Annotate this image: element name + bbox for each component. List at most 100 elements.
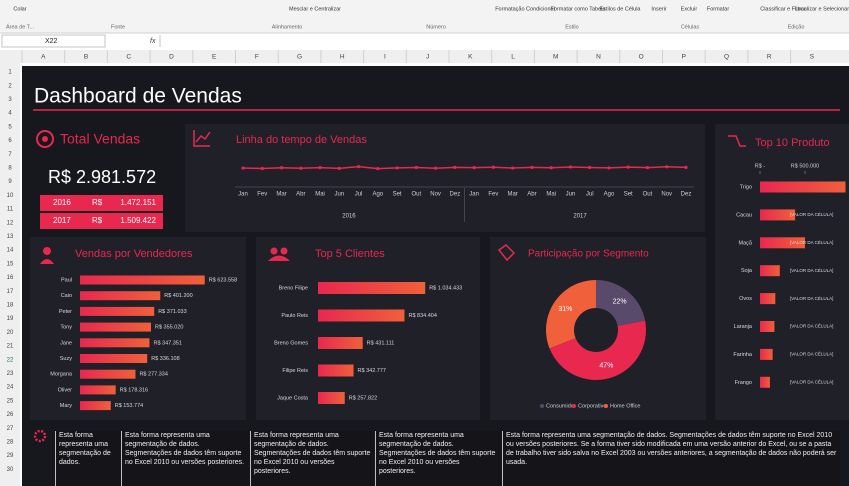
ribbon-command[interactable]: Estilos de Célula: [600, 6, 642, 12]
year-group-label: 2017: [573, 214, 587, 220]
timeline-point: [491, 165, 495, 169]
slicer-note: Esta forma representa uma segmentação de…: [250, 431, 374, 486]
name-box[interactable]: [1, 34, 106, 48]
x-tick-label: Jan: [238, 192, 248, 198]
value-label: R$ 277.334: [139, 372, 167, 378]
data-label: [VALOR DA CÉLULA]: [790, 378, 833, 384]
group-icon: [270, 247, 278, 255]
column-header: G: [297, 54, 302, 61]
donut-slice: [596, 280, 646, 326]
bar: [760, 265, 780, 277]
ribbon: [0, 0, 849, 33]
column-header: M: [553, 54, 558, 61]
ribbon-command[interactable]: Localizar e Selecionar: [795, 6, 849, 12]
row-header: 9: [8, 179, 12, 185]
timeline-point: [568, 165, 573, 169]
value-label: R$ 834.404: [408, 313, 436, 319]
bar: [760, 209, 796, 221]
total-value: R$ 2.981.572: [48, 167, 156, 187]
category-label: Breno Gomes: [274, 340, 308, 346]
ribbon-command[interactable]: Excluir: [681, 6, 698, 12]
bar: [318, 392, 345, 404]
bar: [80, 369, 136, 379]
x-tick-label: Nov: [661, 192, 672, 198]
bar: [80, 354, 148, 363]
bar: [318, 337, 363, 349]
data-label: [VALOR DA CÉLULA]: [790, 351, 833, 357]
category-label: Filipe Reis: [282, 368, 308, 374]
category-label: Laranja: [734, 324, 753, 330]
ribbon-group-label: Células: [681, 24, 700, 30]
ribbon-group-label: Número: [426, 24, 446, 30]
x-tick-label: Mar: [507, 192, 517, 198]
legend-swatch: [572, 404, 576, 408]
category-label: Caio: [61, 293, 72, 299]
donut-slice: [545, 280, 596, 349]
bar: [760, 181, 846, 193]
x-tick-label: Fev: [488, 192, 498, 198]
timeline-point: [337, 166, 341, 170]
legend-label: Consumidor: [546, 403, 576, 409]
ribbon-command[interactable]: Mesclar e Centralizar: [289, 6, 341, 12]
x-tick-label: Set: [624, 192, 633, 198]
bar: [760, 348, 773, 360]
value-label: R$ 355.020: [155, 325, 183, 331]
bar: [80, 291, 161, 301]
target-icon-center: [42, 136, 48, 142]
ribbon-command[interactable]: Colar: [13, 6, 26, 12]
timeline-point: [318, 166, 322, 170]
ribbon-command[interactable]: Formatar: [707, 6, 729, 12]
category-label: Oliver: [58, 387, 73, 393]
segments-title: Participação por Segmento: [528, 249, 649, 260]
category-label: Soja: [741, 268, 753, 274]
x-tick-label: Mai: [546, 192, 556, 198]
slicer-note: Esta forma representa uma segmentação de…: [502, 431, 840, 486]
timeline-point: [549, 166, 553, 170]
timeline-point: [588, 165, 592, 170]
slice-label: 22%: [613, 298, 627, 305]
bar: [80, 385, 116, 395]
column-header: K: [468, 54, 473, 61]
column-header: D: [169, 54, 174, 61]
x-tick-label: Jul: [586, 192, 594, 198]
row-header: 11: [7, 207, 14, 213]
target-icon: [36, 130, 54, 148]
row-header: 19: [7, 316, 14, 322]
year-label: 2017: [53, 216, 71, 225]
value-label: R$ 336.108: [151, 356, 179, 362]
products-panel: [715, 124, 849, 420]
timeline-point: [260, 166, 264, 171]
ribbon-command[interactable]: Formatar como Tabela: [551, 6, 607, 12]
ribbon-command[interactable]: Classificar e Filtrar: [760, 6, 806, 12]
slicer-note: Esta forma representa uma segmentação de…: [121, 431, 249, 486]
column-header: C: [126, 54, 131, 61]
value-label: R$ 1.034.433: [429, 285, 462, 291]
year-row-background: [40, 195, 163, 211]
column-header: A: [41, 54, 46, 61]
x-tick-label: Jun: [566, 192, 576, 198]
data-label: [VALOR DA CÉLULA]: [790, 295, 833, 301]
ribbon-command[interactable]: Inserir: [651, 6, 666, 12]
value-label: R$ 347.351: [153, 340, 181, 346]
row-header: 7: [8, 152, 12, 158]
timeline-point: [626, 165, 630, 169]
ribbon-command[interactable]: Formatação Condicional: [495, 6, 555, 12]
value-label: R$ 342.777: [358, 368, 386, 374]
row-header: 3: [8, 97, 12, 103]
x-tick-label: Nov: [430, 192, 441, 198]
data-label: [VALOR DA CÉLULA]: [790, 267, 833, 273]
slice-label: 31%: [558, 306, 572, 313]
legend-swatch: [540, 404, 544, 408]
value-label: R$ 178.316: [120, 387, 148, 393]
category-label: Peter: [59, 309, 72, 315]
bar: [80, 338, 150, 348]
formula-icon[interactable]: fx: [150, 38, 156, 45]
products-title: Top 10 Produto: [755, 137, 830, 149]
data-label: [VALOR DA CÉLULA]: [790, 323, 833, 329]
x-tick-label: Mar: [276, 192, 286, 198]
year-amount: 1.472.151: [120, 198, 156, 207]
bar: [760, 293, 776, 305]
row-header: 21: [7, 344, 14, 350]
